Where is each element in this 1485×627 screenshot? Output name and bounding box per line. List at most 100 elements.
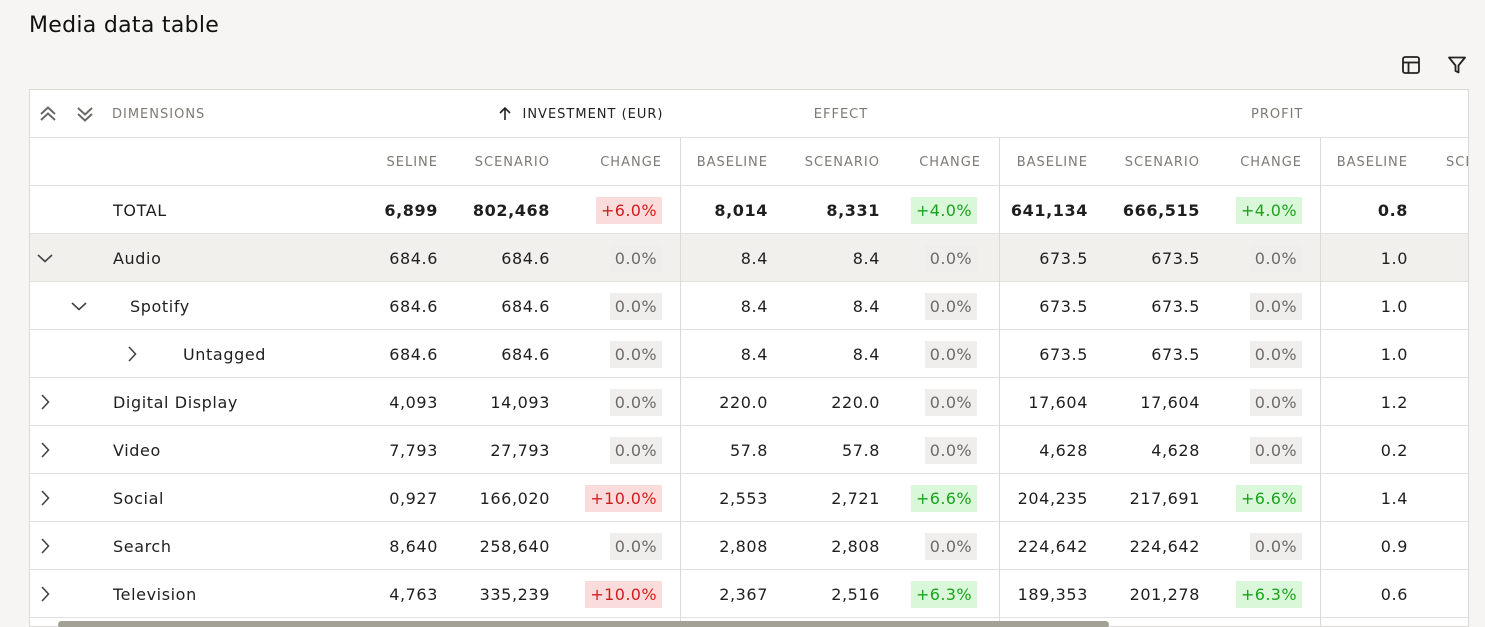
effect-group-header[interactable]: EFFECT [813,106,869,122]
row-expander-button[interactable] [68,295,90,317]
row-expander-button[interactable] [34,247,56,269]
value-cell: 166,020 [479,488,550,508]
change-badge: 0.0% [609,437,662,464]
value-cell: 673.5 [1151,248,1200,268]
investment-group-header[interactable]: INVESTMENT (EUR) [470,90,690,138]
table-row[interactable]: Social 0,927 166,020 +10.0% 2,553 2,721 +6.6% 2… [30,474,1468,522]
value-cell: 684.6 [501,248,550,268]
table-row[interactable]: Video 7,793 27,793 0.0% 57.8 57.8 0.0% 4,628 4,6… [30,426,1468,474]
value-cell: 4,628 [1151,440,1200,460]
row-expander-button[interactable] [34,487,56,509]
value-cell: 4,763 [389,584,438,604]
change-badge: 0.0% [1249,293,1302,320]
column-header-change[interactable]: CHANGE [1240,154,1302,170]
value-cell: 17,604 [1028,392,1088,412]
column-header-scenario[interactable]: SCENARIO [474,154,550,170]
investment-group-label: INVESTMENT (EUR) [522,106,664,122]
chevron-down-icon [71,302,87,311]
table-layout-button[interactable] [1398,52,1424,78]
row-dimension-name: Video [113,440,161,460]
change-badge: 0.0% [924,245,977,272]
row-dimension-name: Social [113,488,165,508]
row-expander-button[interactable] [34,439,56,461]
value-cell: 2,721 [831,488,880,508]
row-expander-button[interactable] [34,583,56,605]
row-dimension-name: Search [113,536,172,556]
column-header-baseline[interactable]: BASELINE [696,154,768,170]
value-cell: 2,553 [719,488,768,508]
value-cell: 0.9 [1380,536,1408,556]
scrollbar-thumb[interactable] [58,621,1109,627]
column-header-seline[interactable]: SELINE [386,154,438,170]
table-row[interactable]: TOTAL 6,899 802,468 +6.0% 8,014 8,331 +4.0% 641… [30,186,1468,234]
change-badge: +4.0% [910,197,977,224]
value-cell: 1.0 [1380,248,1408,268]
expand-all-button[interactable] [74,103,96,125]
value-cell: 7,793 [389,440,438,460]
row-dimension-name: Television [113,584,197,604]
value-cell: 673.5 [1151,344,1200,364]
value-cell: 14,093 [490,392,550,412]
dimensions-header[interactable]: DIMENSIONS [112,106,206,122]
row-expander-button[interactable] [34,535,56,557]
value-cell: 4,628 [1039,440,1088,460]
column-header-baseline[interactable]: BASELINE [1336,154,1408,170]
change-badge: 0.0% [1249,533,1302,560]
chevron-down-icon [37,254,53,263]
profit-group-header[interactable] [1001,90,1468,138]
table-row[interactable]: Audio 684.6 684.6 0.0% 8.4 8.4 0.0% 673.5 673.5 0… [30,234,1468,282]
row-expander-button[interactable] [34,391,56,413]
value-cell: 0.6 [1380,584,1408,604]
table-row[interactable]: Digital Display 4,093 14,093 0.0% 220.0 220.0… [30,378,1468,426]
value-cell: 2,808 [831,536,880,556]
column-divider [999,138,1000,626]
change-badge: 0.0% [924,533,977,560]
value-cell: 27,793 [490,440,550,460]
change-badge: +10.0% [585,485,662,512]
chevron-right-icon [41,394,50,410]
value-cell: 1.4 [1380,488,1408,508]
column-header-sce[interactable]: SCE [1446,154,1468,170]
column-header-change[interactable]: CHANGE [919,154,981,170]
change-badge: 0.0% [1249,437,1302,464]
table-row[interactable]: Search 8,640 258,640 0.0% 2,808 2,808 0.0% 224,… [30,522,1468,570]
value-cell: 673.5 [1039,296,1088,316]
row-expander-button[interactable] [121,343,143,365]
horizontal-scrollbar[interactable] [29,617,1469,627]
value-cell: 1.0 [1380,296,1408,316]
table-row[interactable]: Untagged 684.6 684.6 0.0% 8.4 8.4 0.0% 673.5 673… [30,330,1468,378]
column-header-scenario[interactable]: SCENARIO [1124,154,1200,170]
value-cell: 673.5 [1039,344,1088,364]
chevrons-down-icon [77,107,93,122]
column-header-scenario[interactable]: SCENARIO [804,154,880,170]
value-cell: 0,927 [389,488,438,508]
value-cell: 8.4 [852,296,880,316]
value-cell: 8.4 [852,248,880,268]
change-badge: 0.0% [924,341,977,368]
change-badge: 0.0% [609,341,662,368]
filter-button[interactable] [1444,52,1470,78]
chevrons-up-icon [40,106,56,121]
value-cell: 2,516 [831,584,880,604]
row-dimension-name: Spotify [130,296,190,316]
value-cell: 57.8 [841,440,880,460]
value-cell: 258,640 [479,536,550,556]
value-cell: 684.6 [501,344,550,364]
table-row[interactable]: Television 4,763 335,239 +10.0% 2,367 2,516 +6… [30,570,1468,618]
chevron-right-icon [41,586,50,602]
change-badge: 0.0% [1249,389,1302,416]
collapse-all-button[interactable] [37,103,59,125]
value-cell: 8.4 [740,296,768,316]
change-badge: +4.0% [1235,197,1302,224]
column-header-change[interactable]: CHANGE [600,154,662,170]
column-divider [680,138,681,626]
column-header-baseline[interactable]: BASELINE [1016,154,1088,170]
value-cell: 641,134 [1010,200,1088,220]
value-cell: 224,642 [1017,536,1088,556]
change-badge: 0.0% [924,437,977,464]
value-cell: 1.0 [1380,344,1408,364]
value-cell: 6,899 [384,200,438,220]
value-cell: 57.8 [729,440,768,460]
chevron-right-icon [41,538,50,554]
table-row[interactable]: Spotify 684.6 684.6 0.0% 8.4 8.4 0.0% 673.5 673.… [30,282,1468,330]
